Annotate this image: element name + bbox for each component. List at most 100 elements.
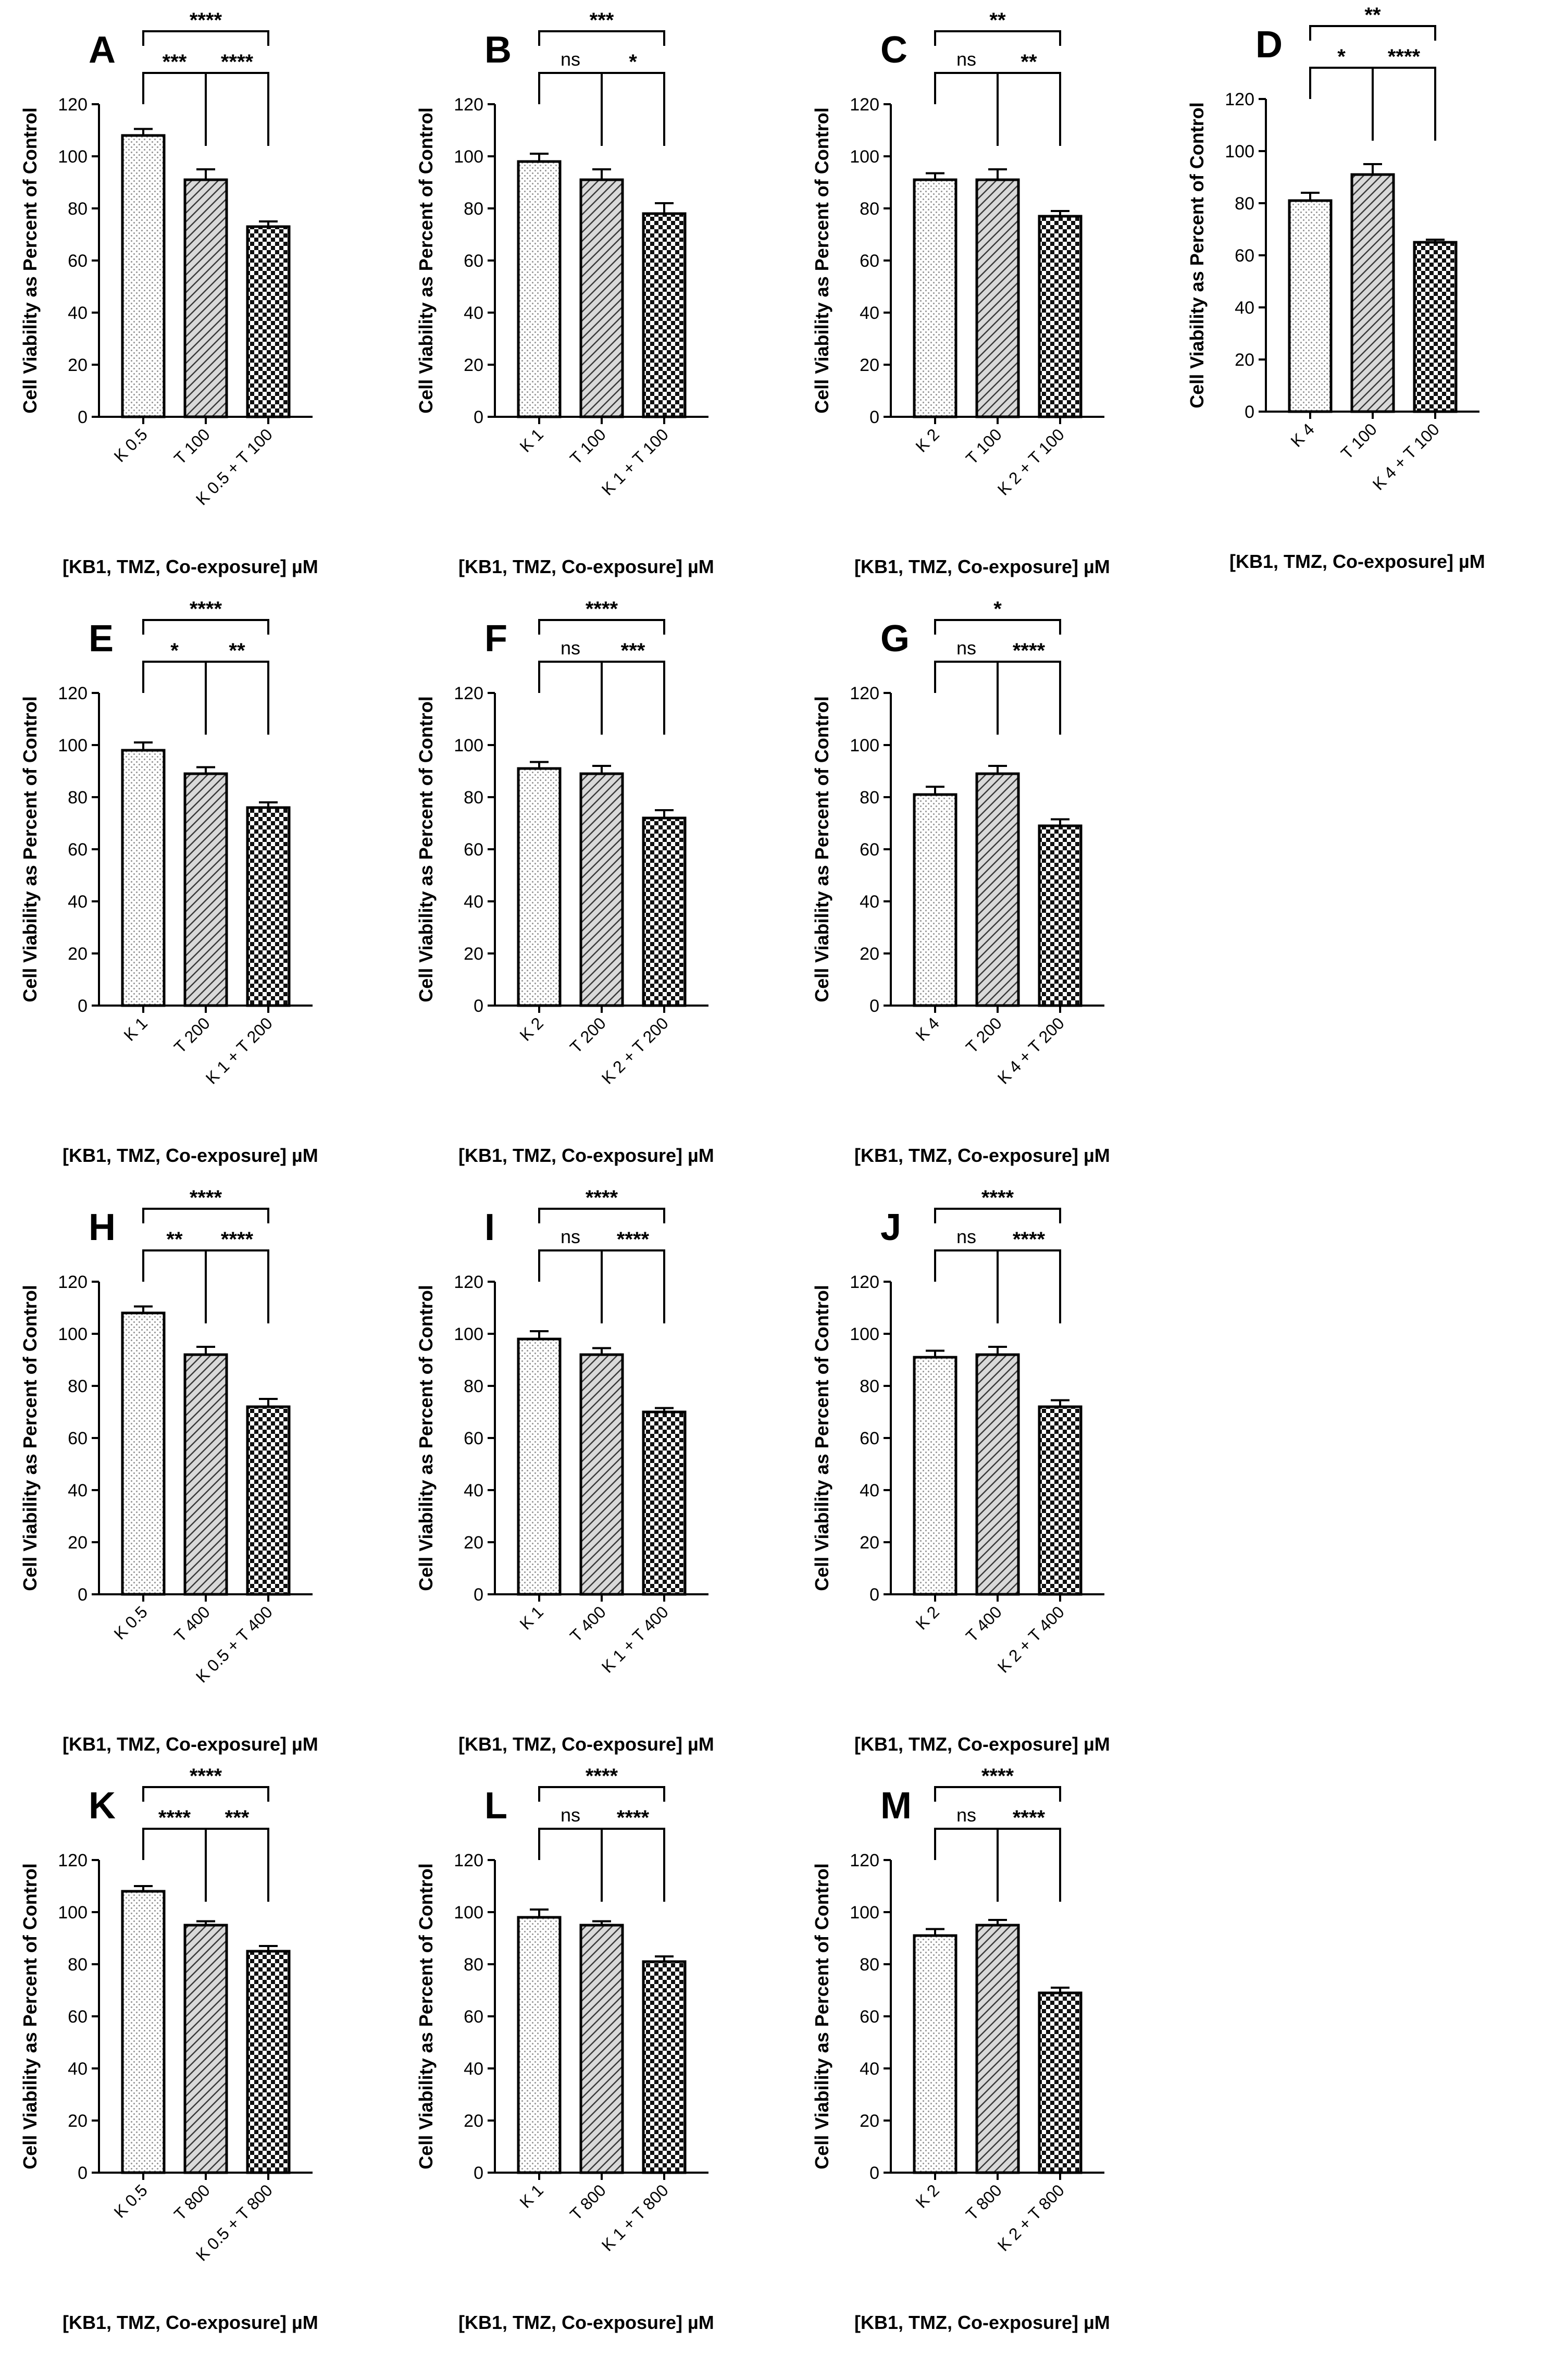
y-tick-label: 100 xyxy=(454,1903,483,1923)
y-axis-label: Cell Viability as Percent of Control xyxy=(19,1863,41,2169)
significance-label: *** xyxy=(621,639,645,662)
significance-label: ** xyxy=(989,9,1006,32)
y-tick-label: 120 xyxy=(1225,90,1254,109)
y-tick-label: 20 xyxy=(464,355,483,375)
y-axis-label: Cell Viability as Percent of Control xyxy=(415,107,437,413)
significance-bracket xyxy=(142,661,207,735)
significance-label: **** xyxy=(158,1806,191,1829)
significance-bracket xyxy=(538,1786,665,1802)
panel-letter: H xyxy=(89,1207,116,1248)
y-axis-label: Cell Viability as Percent of Control xyxy=(811,1285,832,1591)
y-tick-label: 60 xyxy=(464,251,483,271)
bar-t-100 xyxy=(183,178,228,418)
y-tick-label: 0 xyxy=(474,407,483,427)
y-tick-label: 100 xyxy=(850,1903,879,1923)
significance-bracket xyxy=(1309,67,1374,141)
panel-letter: I xyxy=(484,1207,495,1248)
significance-label: **** xyxy=(586,1765,618,1788)
y-tick-label: 20 xyxy=(860,355,879,375)
bar-k-2 xyxy=(913,1934,957,2174)
x-tick-label: K 1 xyxy=(516,1602,547,1633)
x-axis-label: [KB1, TMZ, Co-exposure] µM xyxy=(63,1145,318,1166)
y-tick-label: 20 xyxy=(464,2111,483,2131)
bar-k-2 xyxy=(913,1356,957,1596)
significance-label: ns xyxy=(561,1226,580,1247)
panel-letter: L xyxy=(484,1785,507,1827)
y-tick-label: 0 xyxy=(869,1585,879,1605)
bar-t-800 xyxy=(183,1924,228,2174)
significance-label: **** xyxy=(586,1186,618,1209)
panel-l: L Cell Viability as Percent of Control 0 20… xyxy=(415,1765,714,2333)
y-tick-label: 40 xyxy=(68,1481,88,1501)
y-tick-label: 120 xyxy=(454,95,483,115)
bar-k-1 xyxy=(517,1337,562,1596)
bar-t-800 xyxy=(975,1924,1020,2174)
significance-label: * xyxy=(170,639,179,662)
x-tick-label: T 200 xyxy=(170,1013,214,1057)
y-tick-label: 120 xyxy=(850,684,879,703)
significance-label: **** xyxy=(1013,639,1046,662)
x-tick-label: K 1 + T 100 xyxy=(598,425,672,499)
y-tick-label: 0 xyxy=(869,996,879,1016)
y-tick-label: 40 xyxy=(860,303,879,323)
bar-t-200 xyxy=(183,772,228,1007)
y-tick-label: 40 xyxy=(464,1481,483,1501)
y-tick-label: 120 xyxy=(58,1272,88,1292)
significance-label: **** xyxy=(617,1806,650,1829)
y-tick-label: 100 xyxy=(58,147,88,167)
y-tick-label: 120 xyxy=(454,1272,483,1292)
significance-bracket xyxy=(205,1249,269,1323)
significance-bracket xyxy=(538,661,603,735)
y-tick-label: 80 xyxy=(464,1955,483,1975)
bar-k-0-5-t-100 xyxy=(246,225,291,418)
significance-bracket xyxy=(601,1249,665,1323)
bar-k-4 xyxy=(1288,199,1333,413)
bar-k-1-t-400 xyxy=(642,1410,687,1596)
x-axis-label: [KB1, TMZ, Co-exposure] µM xyxy=(854,1145,1110,1166)
significance-bracket xyxy=(142,1828,207,1902)
bar-k-2-t-200 xyxy=(642,816,687,1007)
panel-letter: G xyxy=(880,618,910,660)
significance-bracket xyxy=(205,1828,269,1902)
y-tick-label: 60 xyxy=(860,1429,879,1448)
bar-k-0-5 xyxy=(121,1890,166,2174)
x-tick-label: K 0.5 xyxy=(110,425,151,465)
panel-m: M Cell Viability as Percent of Control 0 20… xyxy=(811,1765,1110,2333)
significance-label: **** xyxy=(617,1228,650,1251)
y-tick-label: 100 xyxy=(58,1324,88,1344)
y-tick-label: 60 xyxy=(1235,246,1254,266)
significance-label: * xyxy=(1337,45,1346,68)
y-tick-label: 60 xyxy=(464,2007,483,2027)
y-tick-label: 60 xyxy=(860,251,879,271)
x-tick-label: K 2 xyxy=(516,1013,547,1044)
panel-letter: B xyxy=(484,29,512,71)
bar-k-1-t-100 xyxy=(642,212,687,418)
panel-letter: C xyxy=(880,29,907,71)
bar-k-2-t-100 xyxy=(1038,215,1083,418)
significance-label: *** xyxy=(590,9,614,32)
significance-label: ** xyxy=(229,639,245,662)
panel-letter: J xyxy=(880,1207,901,1248)
y-tick-label: 80 xyxy=(68,788,88,808)
significance-label: **** xyxy=(221,1228,254,1251)
y-tick-label: 20 xyxy=(1235,350,1254,370)
significance-label: **** xyxy=(1013,1806,1046,1829)
y-tick-label: 100 xyxy=(850,736,879,755)
significance-bracket xyxy=(205,661,269,735)
y-tick-label: 120 xyxy=(454,684,483,703)
significance-label: *** xyxy=(163,51,187,73)
panel-letter: D xyxy=(1255,24,1283,66)
y-tick-label: 100 xyxy=(58,1903,88,1923)
x-tick-label: T 800 xyxy=(170,2180,214,2224)
significance-label: **** xyxy=(586,598,618,621)
x-tick-label: K 2 xyxy=(912,1602,943,1633)
significance-label: ns xyxy=(956,1804,976,1826)
significance-bracket xyxy=(601,1828,665,1902)
x-tick-label: T 100 xyxy=(962,425,1005,468)
x-tick-label: K 2 + T 800 xyxy=(994,2180,1068,2254)
x-axis-label: [KB1, TMZ, Co-exposure] µM xyxy=(63,1733,318,1755)
y-axis-label: Cell Viability as Percent of Control xyxy=(811,696,832,1002)
y-tick-label: 20 xyxy=(68,2111,88,2131)
x-tick-label: T 400 xyxy=(566,1602,610,1645)
